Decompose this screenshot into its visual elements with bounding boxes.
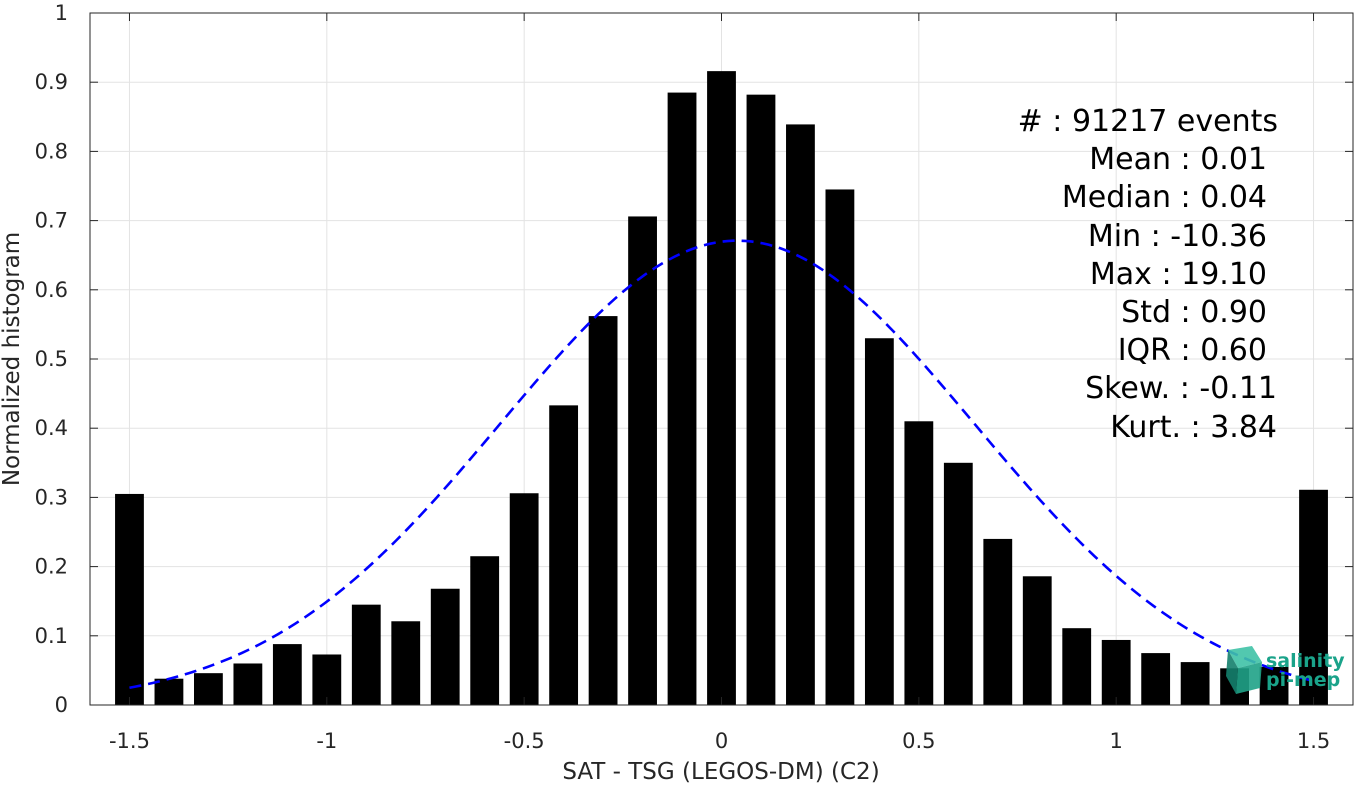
x-tick-label: 1.5 — [1297, 729, 1330, 753]
y-tick-labels: 0 0.1 0.2 0.3 0.4 0.5 0.6 0.7 0.8 0.9 1 — [35, 1, 68, 717]
y-tick-label: 0.7 — [35, 209, 68, 233]
histogram-bar — [864, 338, 894, 705]
histogram-bar — [1141, 653, 1171, 705]
histogram-bar — [1299, 489, 1328, 705]
stat-iqr: IQR : 0.60 — [1118, 333, 1267, 368]
y-tick-label: 0.3 — [35, 485, 68, 509]
histogram-bar — [115, 493, 144, 705]
y-tick-label: 0.5 — [35, 347, 68, 371]
histogram-bar — [549, 405, 579, 705]
y-tick-label: 0.9 — [35, 70, 68, 94]
x-tick-label: 0 — [715, 729, 728, 753]
histogram-bar — [1062, 628, 1092, 705]
stat-min: Min : -10.36 — [1088, 219, 1267, 254]
histogram-bar — [628, 216, 657, 705]
stat-mean: Mean : 0.01 — [1089, 142, 1267, 177]
y-tick-label: 0.2 — [35, 555, 68, 579]
x-tick-labels: -1.5 -1 -0.5 0 0.5 1 1.5 — [109, 729, 1330, 753]
stat-median: Median : 0.04 — [1062, 180, 1267, 215]
logo-text-pimep: pi-mep — [1266, 669, 1340, 691]
histogram-bar — [430, 588, 460, 705]
gaussian-fit-curve — [129, 239, 1314, 690]
histogram-bar — [194, 673, 223, 705]
logo-cube-icon — [1226, 646, 1262, 694]
stat-skewness: Skew. : -0.11 — [1085, 371, 1277, 406]
histogram-bar — [272, 644, 302, 705]
y-tick-label: 0.4 — [35, 416, 68, 440]
stat-kurtosis: Kurt. : 3.84 — [1110, 410, 1277, 445]
y-tick-label: 0.8 — [35, 139, 68, 163]
x-tick-label: 0.5 — [902, 729, 935, 753]
salinity-pimep-logo: salinity pi-mep — [1226, 646, 1345, 694]
y-axis-label: Normalized histogram — [0, 232, 25, 486]
histogram-bar — [707, 71, 736, 706]
histogram-bar — [746, 94, 776, 705]
y-tick-label: 0.1 — [35, 624, 68, 648]
histogram-bar — [1180, 662, 1210, 705]
stat-events: # : 91217 events — [1018, 104, 1278, 139]
y-tick-label: 1 — [55, 1, 68, 25]
histogram-bar — [351, 604, 381, 705]
histogram-bar — [904, 421, 934, 705]
histogram-bar — [470, 556, 500, 705]
x-tick-label: 1 — [1110, 729, 1123, 753]
tick-marks — [90, 12, 1353, 706]
x-axis-label: SAT - TSG (LEGOS-DM) (C2) — [562, 759, 879, 785]
histogram-bar — [786, 124, 815, 706]
bars — [115, 71, 1328, 706]
histogram-bar — [1022, 576, 1052, 705]
histogram-bar — [983, 538, 1013, 705]
statistics-box: # : 91217 events Mean : 0.01 Median : 0.… — [1018, 104, 1278, 445]
histogram-bar — [312, 654, 342, 705]
x-tick-label: -1 — [316, 729, 337, 753]
x-tick-label: -1.5 — [109, 729, 150, 753]
logo-text-salinity: salinity — [1266, 650, 1345, 672]
histogram-bar — [588, 316, 618, 705]
histogram-bar — [667, 92, 697, 705]
histogram-bar — [1101, 639, 1131, 705]
x-tick-label: -0.5 — [504, 729, 545, 753]
y-tick-label: 0.6 — [35, 278, 68, 302]
histogram-bar — [943, 462, 973, 705]
stat-std: Std : 0.90 — [1121, 295, 1267, 330]
histogram-bar — [509, 493, 539, 705]
histogram-bar — [154, 678, 184, 705]
histogram-bar — [825, 189, 855, 705]
y-tick-label: 0 — [55, 693, 68, 717]
histogram-bar — [233, 663, 263, 705]
histogram-bar — [391, 621, 421, 705]
stat-max: Max : 19.10 — [1090, 257, 1267, 292]
